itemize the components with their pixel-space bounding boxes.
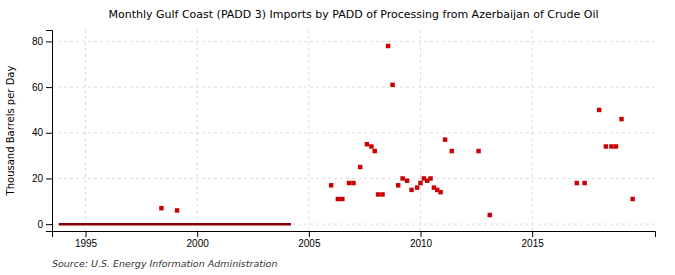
y-tick-mark	[46, 133, 52, 134]
y-tick-mark	[46, 178, 52, 179]
y-tick: 80	[32, 36, 52, 47]
chart: 1995 2000 2005 2010 2015 0 20 40 60 80 Monthly Gul…	[0, 0, 675, 275]
y-axis: 0 20 40 60 80	[32, 31, 53, 232]
x-grid-line	[85, 30, 86, 231]
point	[575, 181, 579, 185]
y-tick-label: 40	[32, 127, 44, 138]
y-grid-line	[52, 178, 655, 179]
point	[428, 176, 432, 180]
x-tick: 1995	[75, 231, 98, 249]
marks	[59, 44, 635, 224]
x-tick: 2000	[187, 231, 210, 249]
line	[59, 223, 291, 226]
x-tick-label: 2015	[522, 238, 545, 249]
point	[597, 108, 601, 112]
point	[582, 181, 586, 185]
x-tick-mark	[86, 231, 87, 237]
x-tick: 2015	[522, 231, 545, 249]
point	[450, 149, 454, 153]
point	[476, 149, 480, 153]
x-tick-mark	[309, 231, 310, 237]
x-grid-line	[197, 30, 198, 231]
point	[376, 192, 380, 196]
point	[418, 181, 422, 185]
point	[365, 142, 369, 146]
y-grid-line	[52, 87, 655, 88]
y-tick-label: 60	[32, 82, 44, 93]
y-tick: 60	[32, 82, 52, 93]
point	[614, 144, 618, 148]
point	[405, 179, 409, 183]
point	[351, 181, 355, 185]
point	[396, 183, 400, 187]
point	[438, 190, 442, 194]
point	[329, 183, 333, 187]
x-tick-mark	[197, 231, 198, 237]
point	[609, 144, 613, 148]
y-tick: 40	[32, 127, 52, 138]
x-tick-label: 1995	[75, 238, 98, 249]
y-grid-line	[52, 41, 655, 42]
point	[409, 188, 413, 192]
point	[336, 197, 340, 201]
point	[369, 144, 373, 148]
point	[487, 213, 491, 217]
x-axis: 1995 2000 2005 2010 2015	[53, 231, 656, 249]
y-tick-label: 80	[32, 36, 44, 47]
x-tick-label: 2005	[298, 238, 321, 249]
annotation: Source: U.S. Energy Information Administ…	[52, 258, 277, 269]
point	[347, 181, 351, 185]
grid	[52, 30, 655, 231]
x-grid-line	[532, 30, 533, 231]
point	[358, 165, 362, 169]
point	[372, 149, 376, 153]
point	[443, 137, 447, 141]
point	[619, 117, 623, 121]
y-tick-label: 0	[37, 219, 43, 230]
x-tick-mark	[532, 231, 533, 237]
y-tick-mark	[46, 87, 52, 88]
y-axis-title: Thousand Barrels per Day	[5, 66, 16, 197]
point	[380, 192, 384, 196]
title: Monthly Gulf Coast (PADD 3) Imports by P…	[108, 8, 598, 21]
point	[175, 208, 179, 212]
x-tick: 2010	[410, 231, 433, 249]
x-tick-mark	[421, 231, 422, 237]
y-tick-mark	[46, 41, 52, 42]
x-tick-label: 2000	[187, 238, 210, 249]
y-tick: 20	[32, 173, 52, 184]
x-axis-line	[53, 232, 656, 238]
point	[159, 206, 163, 210]
x-grid-line	[308, 30, 309, 231]
y-grid-line	[52, 132, 655, 133]
y-tick-mark	[46, 224, 52, 225]
x-grid-line	[420, 30, 421, 231]
point	[390, 83, 394, 87]
y-axis-line	[46, 31, 53, 232]
y-tick: 0	[37, 219, 52, 230]
point	[400, 176, 404, 180]
y-grid-line	[52, 224, 655, 225]
y-tick-label: 20	[32, 173, 44, 184]
x-tick: 2005	[298, 231, 321, 249]
point	[415, 185, 419, 189]
point	[386, 44, 390, 48]
point	[630, 197, 634, 201]
plot: 1995 2000 2005 2010 2015 0 20 40 60 80	[32, 30, 656, 249]
point	[340, 197, 344, 201]
point	[604, 144, 608, 148]
x-tick-label: 2010	[410, 238, 433, 249]
